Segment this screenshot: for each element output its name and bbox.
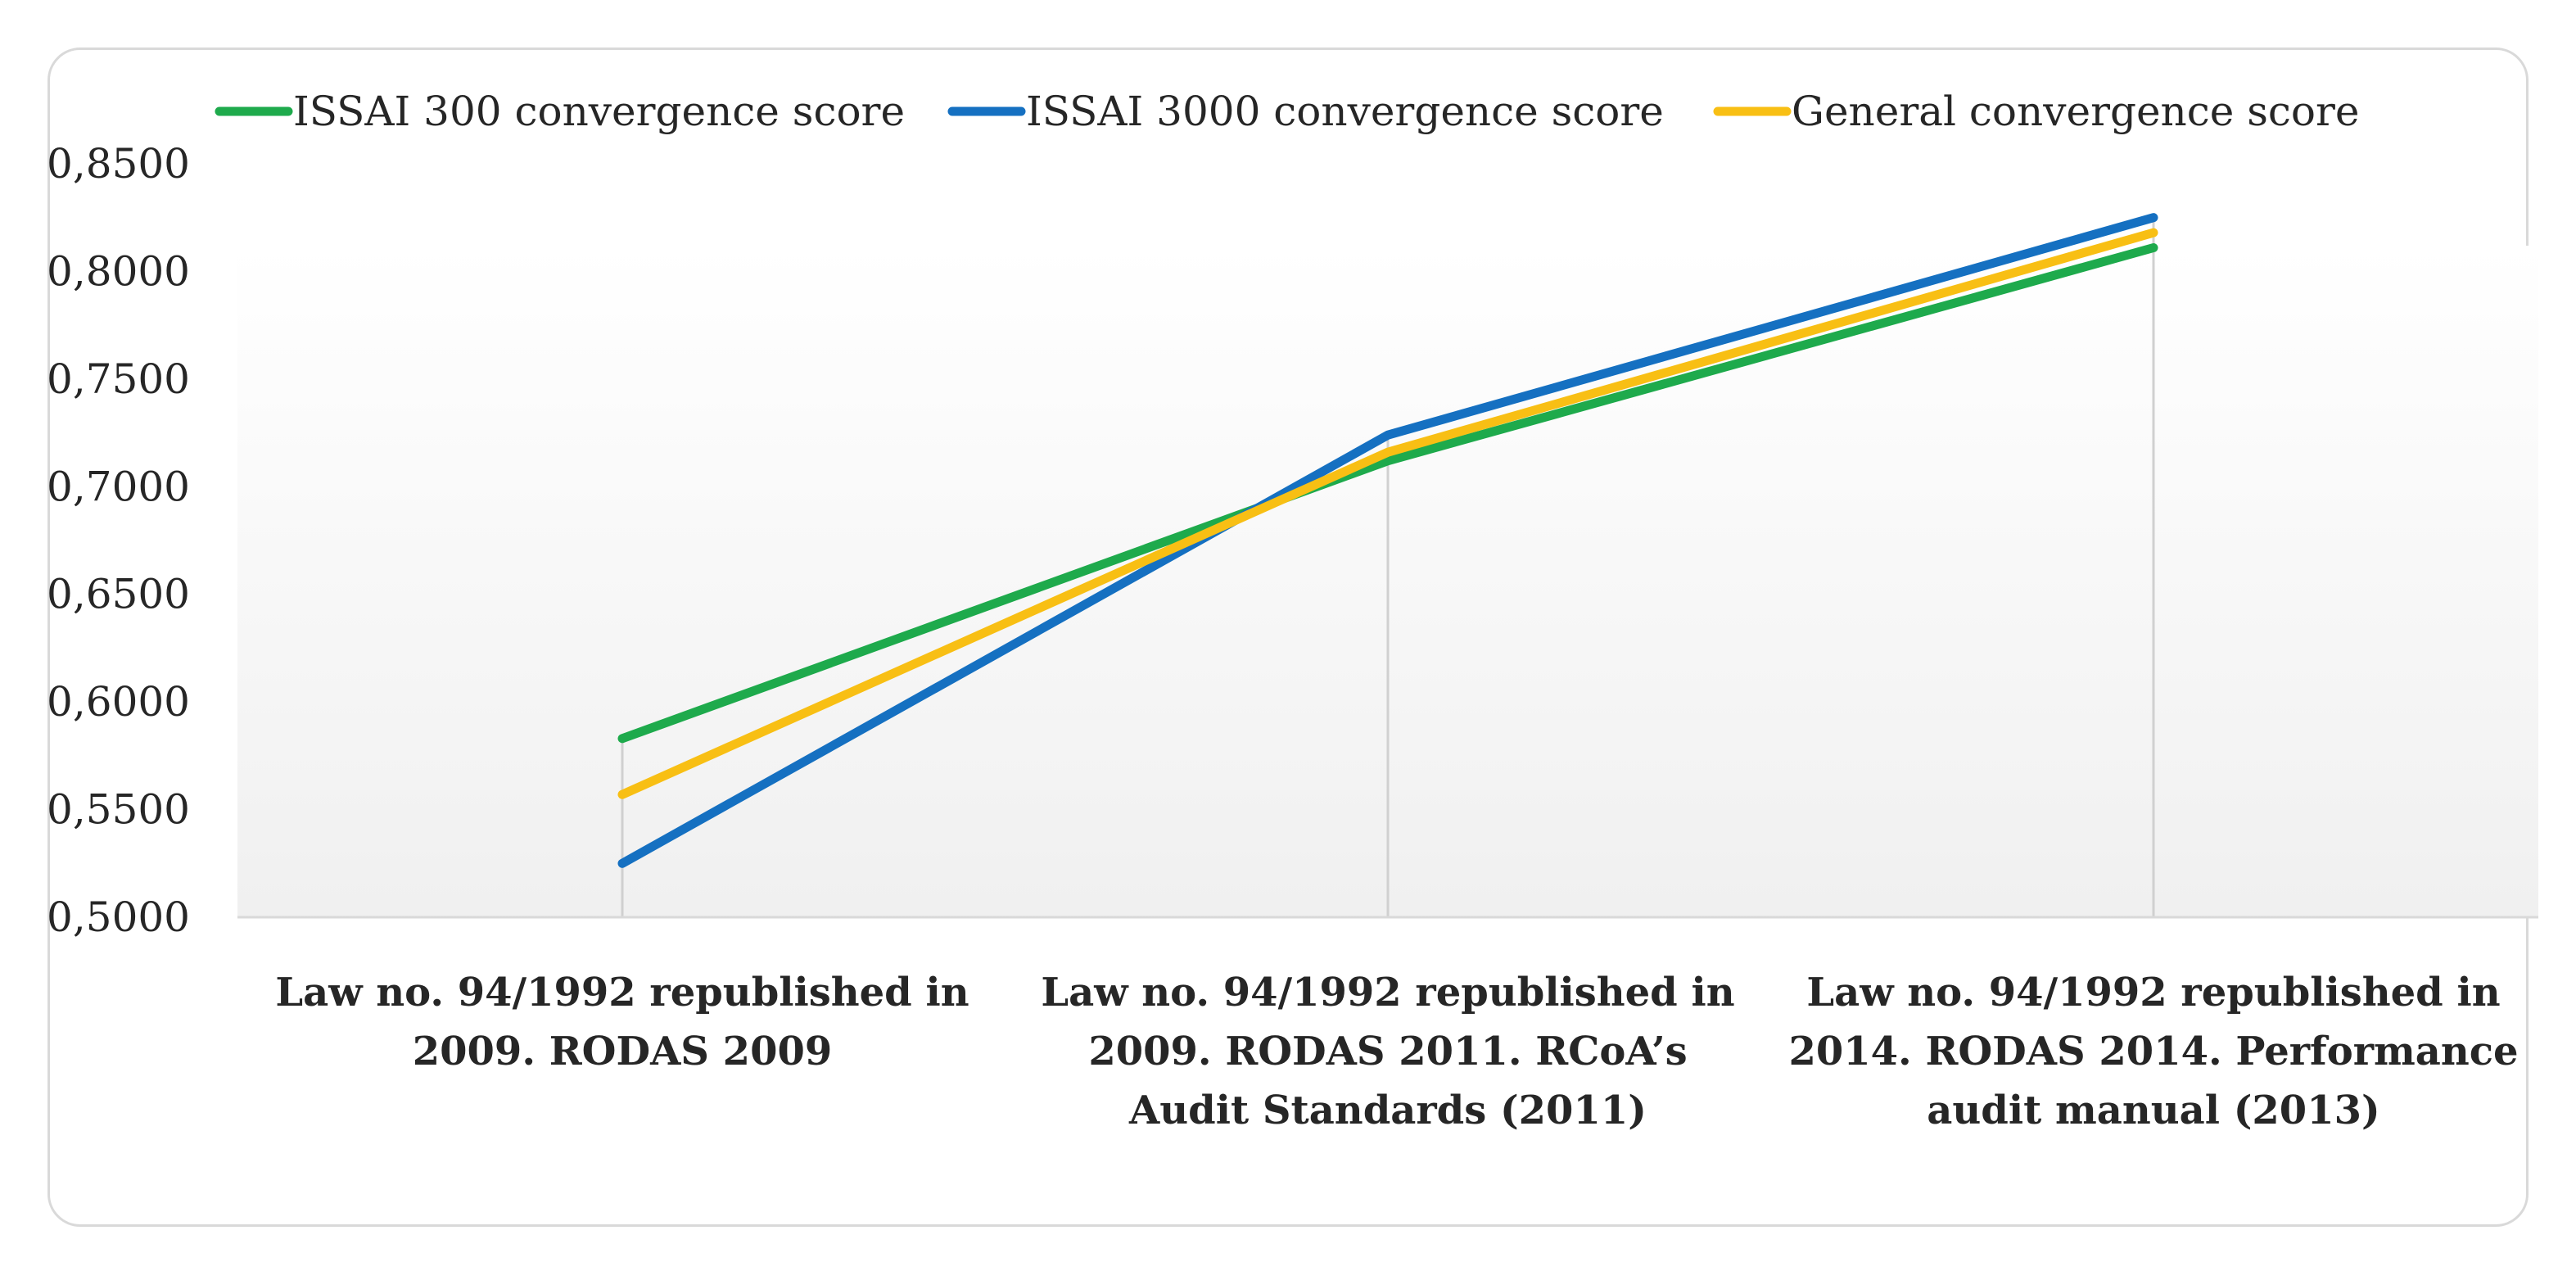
y-tick-label: 0,6500	[47, 571, 190, 618]
y-tick-label: 0,6000	[47, 678, 190, 726]
series-line-1	[617, 243, 2158, 744]
x-tick-label: Audit Standards (2011)	[1128, 1088, 1647, 1133]
x-tick-label: Law no. 94/1992 republished in	[1806, 970, 2500, 1015]
legend-label: General convergence score	[1792, 88, 2360, 135]
x-tick-label: 2014. RODAS 2014. Performance	[1788, 1029, 2518, 1074]
x-tick-label: Law no. 94/1992 republished in	[275, 970, 969, 1015]
x-tick-label: 2009. RODAS 2011. RCoA’s	[1088, 1029, 1687, 1074]
legend-label: ISSAI 3000 convergence score	[1026, 88, 1664, 135]
y-tick-label: 0,7500	[47, 355, 190, 403]
y-tick-label: 0,5500	[47, 786, 190, 834]
x-tick-label: 2009. RODAS 2009	[413, 1029, 833, 1074]
series-line-2	[617, 213, 2158, 868]
series-line-3	[617, 228, 2158, 799]
y-tick-label: 0,5000	[47, 893, 190, 941]
y-tick-label: 0,7000	[47, 463, 190, 510]
y-tick-label: 0,8000	[47, 247, 190, 295]
x-tick-label: audit manual (2013)	[1927, 1088, 2379, 1133]
x-tick-label: Law no. 94/1992 republished in	[1041, 970, 1734, 1015]
legend-label: ISSAI 300 convergence score	[293, 88, 905, 135]
y-tick-label: 0,8500	[47, 140, 190, 188]
